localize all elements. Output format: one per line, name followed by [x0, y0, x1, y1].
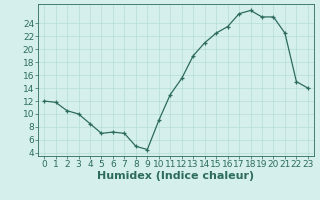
X-axis label: Humidex (Indice chaleur): Humidex (Indice chaleur) — [97, 171, 255, 181]
